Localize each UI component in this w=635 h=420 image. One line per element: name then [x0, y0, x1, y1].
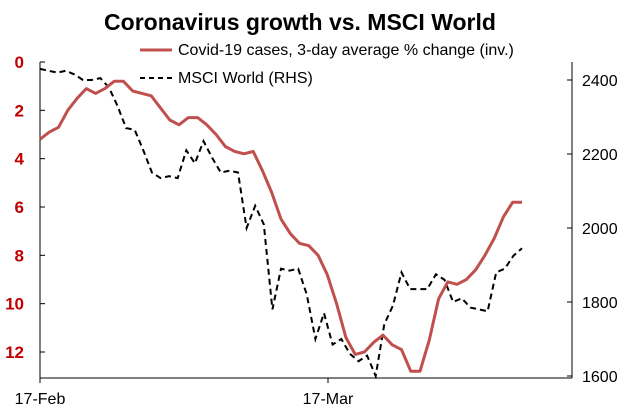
x-tick-label: 17-Mar: [303, 391, 354, 408]
x-axis-ticks: 17-Feb 17-Mar: [15, 378, 354, 408]
right-tick-label: 2000: [582, 221, 618, 238]
series-layer: [39, 67, 523, 380]
left-tick-label: 0: [15, 53, 24, 72]
left-tick-label: 4: [15, 150, 25, 169]
left-axis-ticks: 0 2 4 6 8 10 12: [5, 53, 45, 362]
chart-title: Coronavirus growth vs. MSCI World: [104, 9, 496, 35]
x-tick-label: 17-Feb: [15, 391, 66, 408]
right-tick-label: 2400: [582, 73, 618, 90]
right-axis-ticks: 1600 1800 2000 2200 2400: [567, 73, 618, 386]
legend-label-msci: MSCI World (RHS): [178, 70, 313, 87]
left-tick-label: 10: [5, 295, 24, 314]
left-tick-label: 8: [15, 246, 24, 265]
left-tick-label: 2: [15, 101, 24, 120]
legend-label-covid: Covid-19 cases, 3-day average % change (…: [178, 42, 514, 59]
series-line-covid: [39, 79, 522, 373]
right-tick-label: 1600: [582, 369, 618, 386]
axes: [39, 62, 573, 379]
legend: Covid-19 cases, 3-day average % change (…: [140, 42, 514, 87]
series-line-msci: [39, 67, 523, 380]
left-tick-label: 12: [5, 343, 24, 362]
left-tick-label: 6: [15, 198, 24, 217]
right-tick-label: 2200: [582, 147, 618, 164]
right-tick-label: 1800: [582, 295, 618, 312]
